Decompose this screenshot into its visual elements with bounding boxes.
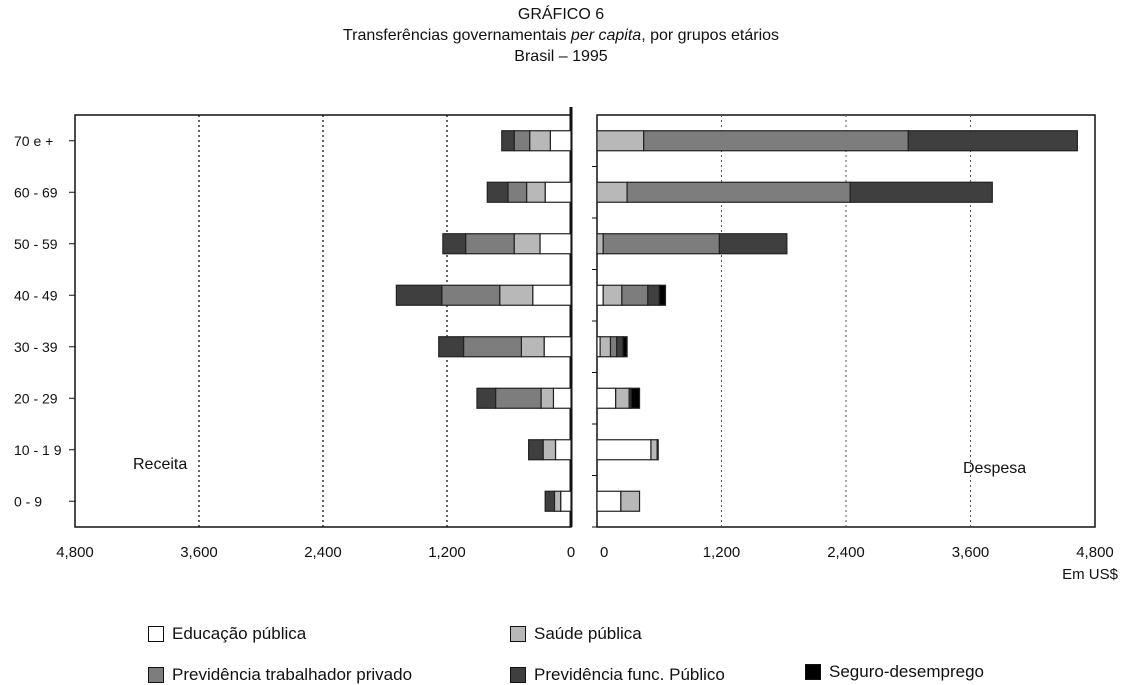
y-tick-label-6: 10 - 1 9 bbox=[14, 442, 62, 458]
despesa-bar-prev-publico-2 bbox=[718, 233, 788, 255]
receita-bar-educacao-6 bbox=[554, 439, 572, 461]
receita-bar-prev-privado-1 bbox=[507, 181, 528, 203]
despesa-bar-prev-publico-0 bbox=[907, 130, 1078, 152]
despesa-bar-saude-4 bbox=[599, 336, 612, 358]
chart-titles: GRÁFICO 6 Transferências governamentais … bbox=[0, 4, 1122, 67]
receita-bar-saude-2 bbox=[513, 233, 541, 255]
despesa-bar-educacao-6 bbox=[596, 439, 652, 461]
receita-bar-educacao-5 bbox=[552, 387, 572, 409]
despesa-bar-prev-privado-0 bbox=[643, 130, 909, 152]
chart-subtitle-2: Brasil – 1995 bbox=[514, 48, 608, 65]
receita-bar-prev-publico-4 bbox=[438, 336, 465, 358]
despesa-bar-seguro-4 bbox=[622, 336, 628, 358]
receita-bar-prev-privado-5 bbox=[494, 387, 542, 409]
despesa-bar-saude-5 bbox=[615, 387, 630, 409]
receita-bar-saude-4 bbox=[520, 336, 545, 358]
despesa-bar-prev-privado-1 bbox=[626, 181, 851, 203]
receita-bar-educacao-7 bbox=[560, 490, 572, 512]
left-x-tick-label-2: 2,400 bbox=[304, 544, 342, 561]
despesa-bar-prev-publico-6 bbox=[656, 439, 659, 461]
despesa-bar-prev-privado-2 bbox=[602, 233, 721, 255]
right-panel-label: Despesa bbox=[963, 460, 1026, 477]
y-tick-label-2: 50 - 59 bbox=[14, 236, 58, 252]
y-tick-label-4: 30 - 39 bbox=[14, 339, 58, 355]
right-x-tick-label-4: 4,800 bbox=[1076, 544, 1114, 561]
despesa-bar-saude-6 bbox=[650, 439, 658, 461]
receita-bar-prev-privado-3 bbox=[441, 284, 501, 306]
chart-subtitle: Transferências governamentais per capita… bbox=[0, 25, 1122, 46]
y-tick-label-0: 70 e + bbox=[14, 133, 53, 149]
y-tick-label-3: 40 - 49 bbox=[14, 287, 58, 303]
y-tick-label-1: 60 - 69 bbox=[14, 184, 58, 200]
subtitle-post: , por grupos etários bbox=[641, 27, 780, 44]
receita-bar-prev-publico-1 bbox=[486, 181, 509, 203]
receita-bar-saude-7 bbox=[553, 490, 562, 512]
subtitle-pre: Transferências governamentais bbox=[342, 27, 571, 44]
left-x-tick-label-3: 1,200 bbox=[428, 544, 466, 561]
receita-bar-educacao-0 bbox=[549, 130, 572, 152]
receita-bar-prev-publico-7 bbox=[544, 490, 556, 512]
receita-bar-prev-privado-2 bbox=[465, 233, 515, 255]
chart-title: GRÁFICO 6 bbox=[517, 6, 605, 23]
receita-bar-saude-6 bbox=[542, 439, 557, 461]
receita-bar-educacao-2 bbox=[539, 233, 572, 255]
despesa-bar-prev-publico-3 bbox=[647, 284, 660, 306]
receita-bar-saude-3 bbox=[499, 284, 534, 306]
receita-bar-prev-publico-5 bbox=[476, 387, 497, 409]
despesa-bar-saude-3 bbox=[602, 284, 623, 306]
subtitle-emphasis: per capita bbox=[570, 27, 642, 44]
receita-bar-prev-privado-4 bbox=[462, 336, 522, 358]
receita-bar-saude-0 bbox=[529, 130, 551, 152]
despesa-bar-educacao-3 bbox=[596, 284, 604, 306]
despesa-bar-saude-0 bbox=[596, 130, 645, 152]
receita-bar-prev-publico-0 bbox=[501, 130, 515, 152]
receita-bar-saude-5 bbox=[540, 387, 555, 409]
unit-label: Em US$ bbox=[1062, 566, 1119, 583]
receita-bar-educacao-1 bbox=[544, 181, 572, 203]
left-x-tick-label-0: 4,800 bbox=[56, 544, 94, 561]
y-tick-label-5: 20 - 29 bbox=[14, 390, 58, 406]
left-x-tick-label-4: 0 bbox=[567, 544, 575, 561]
left-panel-label: Receita bbox=[133, 456, 187, 473]
y-tick-label-7: 0 - 9 bbox=[14, 493, 42, 509]
right-x-tick-label-3: 3,600 bbox=[952, 544, 990, 561]
despesa-bar-saude-2 bbox=[596, 233, 604, 255]
despesa-bar-seguro-5 bbox=[630, 387, 641, 409]
despesa-bar-seguro-3 bbox=[658, 284, 667, 306]
receita-bar-prev-publico-2 bbox=[442, 233, 467, 255]
right-x-tick-label-2: 2,400 bbox=[827, 544, 865, 561]
receita-bar-prev-publico-6 bbox=[528, 439, 544, 461]
receita-bar-educacao-4 bbox=[543, 336, 572, 358]
despesa-bar-saude-7 bbox=[620, 490, 641, 512]
receita-bar-prev-privado-0 bbox=[513, 130, 531, 152]
despesa-bar-prev-publico-1 bbox=[849, 181, 993, 203]
despesa-bar-prev-publico-4 bbox=[616, 336, 624, 358]
despesa-bar-educacao-5 bbox=[596, 387, 617, 409]
right-x-tick-label-0: 0 bbox=[600, 544, 608, 561]
receita-bar-prev-publico-3 bbox=[395, 284, 443, 306]
despesa-bar-educacao-7 bbox=[596, 490, 622, 512]
right-x-tick-label-1: 1,200 bbox=[703, 544, 741, 561]
despesa-bar-prev-privado-3 bbox=[621, 284, 649, 306]
receita-bar-educacao-3 bbox=[532, 284, 572, 306]
despesa-bar-saude-1 bbox=[596, 181, 628, 203]
receita-bar-saude-1 bbox=[525, 181, 546, 203]
despesa-bar-prev-privado-4 bbox=[609, 336, 618, 358]
left-x-tick-label-1: 3,600 bbox=[180, 544, 218, 561]
